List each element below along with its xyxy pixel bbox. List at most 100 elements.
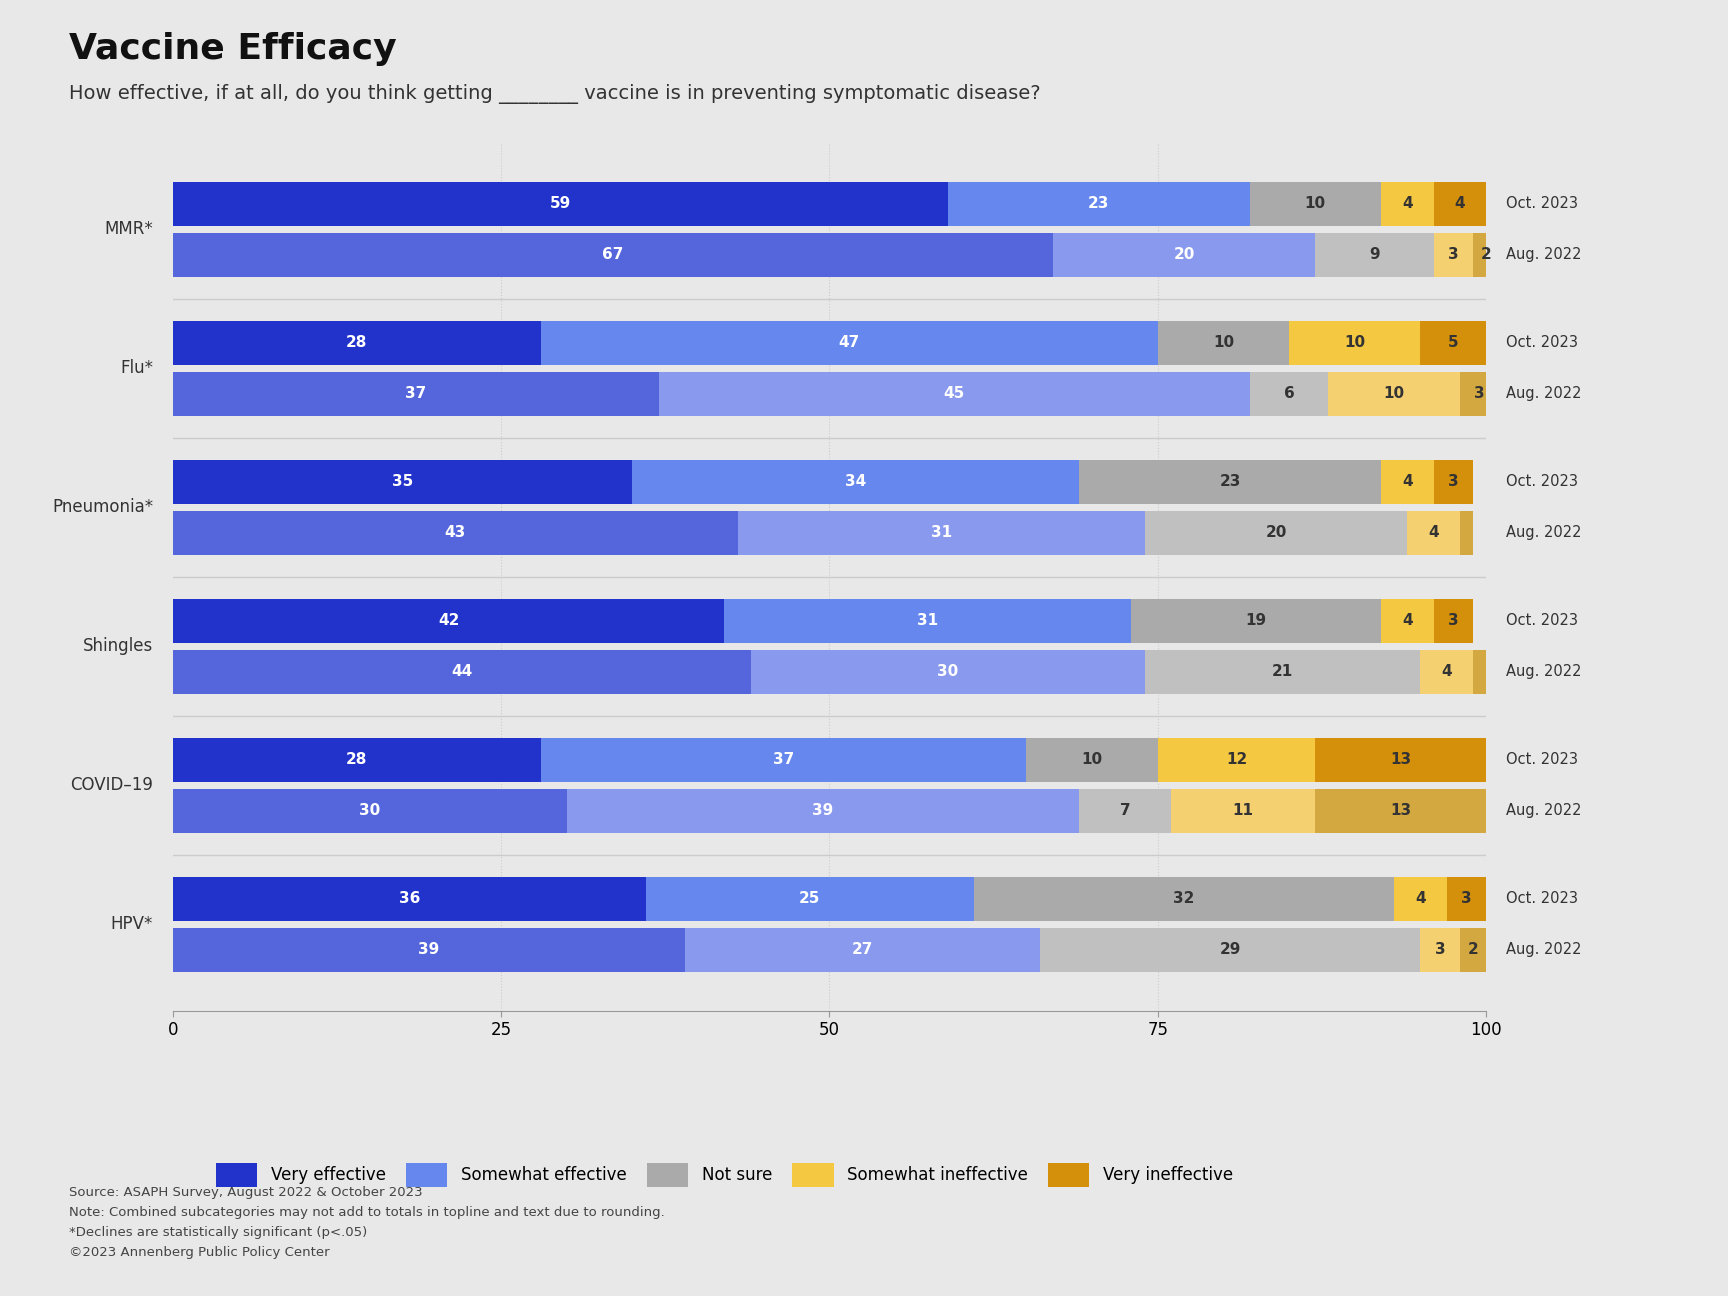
Bar <box>1446 876 1486 920</box>
Bar <box>975 876 1394 920</box>
Text: HPV*: HPV* <box>111 915 154 933</box>
Text: 4: 4 <box>1429 525 1439 540</box>
Bar <box>173 649 750 693</box>
Bar <box>1315 737 1486 781</box>
Text: 44: 44 <box>451 664 472 679</box>
Text: 45: 45 <box>943 386 964 402</box>
Text: How effective, if at all, do you think getting ________ vaccine is in preventing: How effective, if at all, do you think g… <box>69 84 1040 104</box>
Text: Oct. 2023: Oct. 2023 <box>1505 474 1578 490</box>
Text: Aug. 2022: Aug. 2022 <box>1505 664 1581 679</box>
Text: Aug. 2022: Aug. 2022 <box>1505 804 1581 818</box>
Bar <box>738 511 1144 555</box>
Bar <box>173 876 646 920</box>
Bar <box>1144 511 1407 555</box>
Bar <box>1132 599 1381 643</box>
Text: Flu*: Flu* <box>121 359 154 377</box>
Text: 23: 23 <box>1220 474 1241 490</box>
Text: 7: 7 <box>1120 804 1130 818</box>
Text: 10: 10 <box>1305 197 1325 211</box>
Bar <box>1472 233 1500 277</box>
Bar <box>173 599 724 643</box>
Text: 4: 4 <box>1415 892 1426 906</box>
Text: 11: 11 <box>1232 804 1253 818</box>
Text: 3: 3 <box>1448 474 1458 490</box>
Bar <box>1158 737 1315 781</box>
Text: 13: 13 <box>1389 804 1412 818</box>
Text: Vaccine Efficacy: Vaccine Efficacy <box>69 32 397 66</box>
Text: 4: 4 <box>1401 197 1412 211</box>
Text: 20: 20 <box>1265 525 1287 540</box>
Bar <box>173 321 541 365</box>
Text: 27: 27 <box>852 942 873 956</box>
Bar <box>1315 788 1486 832</box>
Bar <box>1420 649 1472 693</box>
Legend: Very effective, Somewhat effective, Not sure, Somewhat ineffective, Very ineffec: Very effective, Somewhat effective, Not … <box>209 1156 1239 1194</box>
Text: 3: 3 <box>1462 892 1472 906</box>
Bar <box>646 876 975 920</box>
Text: 59: 59 <box>550 197 570 211</box>
Text: 36: 36 <box>399 892 420 906</box>
Text: Shingles: Shingles <box>83 638 154 656</box>
Text: 25: 25 <box>798 892 821 906</box>
Text: 20: 20 <box>1173 248 1194 262</box>
Text: 4: 4 <box>1401 613 1412 629</box>
Text: 19: 19 <box>1246 613 1267 629</box>
Text: Oct. 2023: Oct. 2023 <box>1505 892 1578 906</box>
Text: 30: 30 <box>937 664 959 679</box>
Text: Aug. 2022: Aug. 2022 <box>1505 525 1581 540</box>
Bar <box>1158 321 1289 365</box>
Bar <box>1315 233 1434 277</box>
Bar <box>1249 372 1329 416</box>
Bar <box>173 511 738 555</box>
Bar <box>1381 460 1434 504</box>
Text: Oct. 2023: Oct. 2023 <box>1505 613 1578 629</box>
Text: 28: 28 <box>346 752 368 767</box>
Text: 10: 10 <box>1384 386 1405 402</box>
Text: 47: 47 <box>838 336 861 350</box>
Text: 2: 2 <box>1467 942 1479 956</box>
Text: Pneumonia*: Pneumonia* <box>52 498 154 516</box>
Bar <box>1381 599 1434 643</box>
Bar <box>684 928 1040 972</box>
Text: Oct. 2023: Oct. 2023 <box>1505 752 1578 767</box>
Bar <box>1420 928 1460 972</box>
Bar <box>1381 181 1434 226</box>
Bar <box>541 737 1026 781</box>
Text: Aug. 2022: Aug. 2022 <box>1505 942 1581 956</box>
Text: 67: 67 <box>601 248 624 262</box>
Text: 39: 39 <box>812 804 833 818</box>
Text: 10: 10 <box>1082 752 1102 767</box>
Text: Oct. 2023: Oct. 2023 <box>1505 336 1578 350</box>
Text: 6: 6 <box>1284 386 1294 402</box>
Bar <box>1460 372 1500 416</box>
Text: 42: 42 <box>437 613 460 629</box>
Text: 29: 29 <box>1220 942 1241 956</box>
Bar <box>1052 233 1315 277</box>
Bar <box>173 181 947 226</box>
Bar <box>1329 372 1460 416</box>
Bar <box>541 321 1158 365</box>
Text: 37: 37 <box>772 752 795 767</box>
Bar <box>1040 928 1420 972</box>
Text: 13: 13 <box>1389 752 1412 767</box>
Text: Aug. 2022: Aug. 2022 <box>1505 386 1581 402</box>
Text: 3: 3 <box>1448 613 1458 629</box>
Bar <box>1144 649 1420 693</box>
Text: 39: 39 <box>418 942 439 956</box>
Bar <box>1434 233 1472 277</box>
Text: 31: 31 <box>930 525 952 540</box>
Bar <box>567 788 1078 832</box>
Text: MMR*: MMR* <box>104 220 154 238</box>
Bar <box>750 649 1144 693</box>
Bar <box>1078 460 1381 504</box>
Text: 3: 3 <box>1474 386 1484 402</box>
Text: 10: 10 <box>1213 336 1234 350</box>
Text: 37: 37 <box>404 386 427 402</box>
Text: 35: 35 <box>392 474 413 490</box>
Bar <box>1407 511 1460 555</box>
Text: 3: 3 <box>1434 942 1445 956</box>
Text: 4: 4 <box>1455 197 1465 211</box>
Bar <box>1289 321 1420 365</box>
Bar <box>1394 876 1446 920</box>
Bar <box>658 372 1249 416</box>
